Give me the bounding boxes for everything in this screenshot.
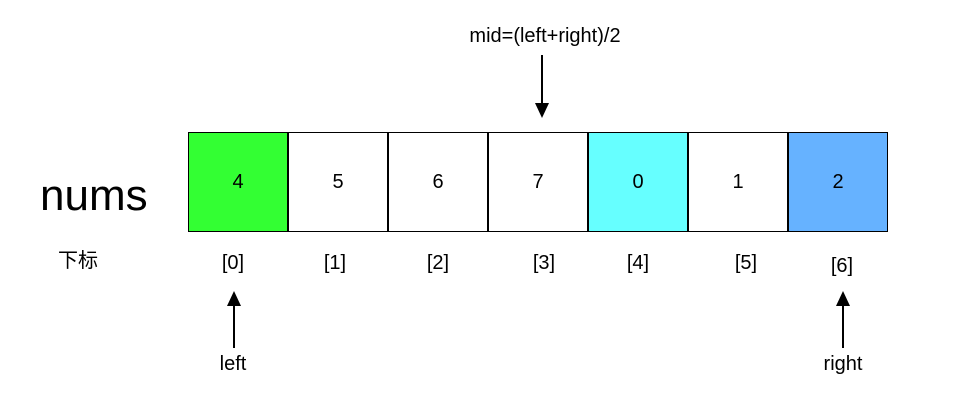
index-caption: 下标 [58, 250, 98, 272]
array-cell-0: 4 [188, 132, 288, 232]
array-cell-5: 1 [688, 132, 788, 232]
array-cell-2: 6 [388, 132, 488, 232]
mid-pointer-label: mid=(left+right)/2 [469, 25, 621, 47]
index-label-3: [3] [532, 252, 556, 274]
index-label-2: [2] [426, 252, 450, 274]
index-label-5: [5] [734, 252, 758, 274]
right-arrow [836, 291, 850, 348]
mid-arrow [535, 55, 549, 118]
right-pointer-label: right [823, 353, 863, 375]
array-cell-6: 2 [788, 132, 888, 232]
array-cells: 4 5 6 7 0 1 2 [188, 132, 889, 232]
array-cell-4: 0 [588, 132, 688, 232]
array-name-label: nums [40, 171, 148, 220]
index-label-6: [6] [830, 255, 854, 277]
left-arrow [227, 291, 241, 348]
array-cell-1: 5 [288, 132, 388, 232]
left-pointer-label: left [219, 353, 247, 375]
array-cell-3: 7 [488, 132, 588, 232]
index-label-1: [1] [323, 252, 347, 274]
index-label-4: [4] [626, 252, 650, 274]
index-label-0: [0] [221, 252, 245, 274]
